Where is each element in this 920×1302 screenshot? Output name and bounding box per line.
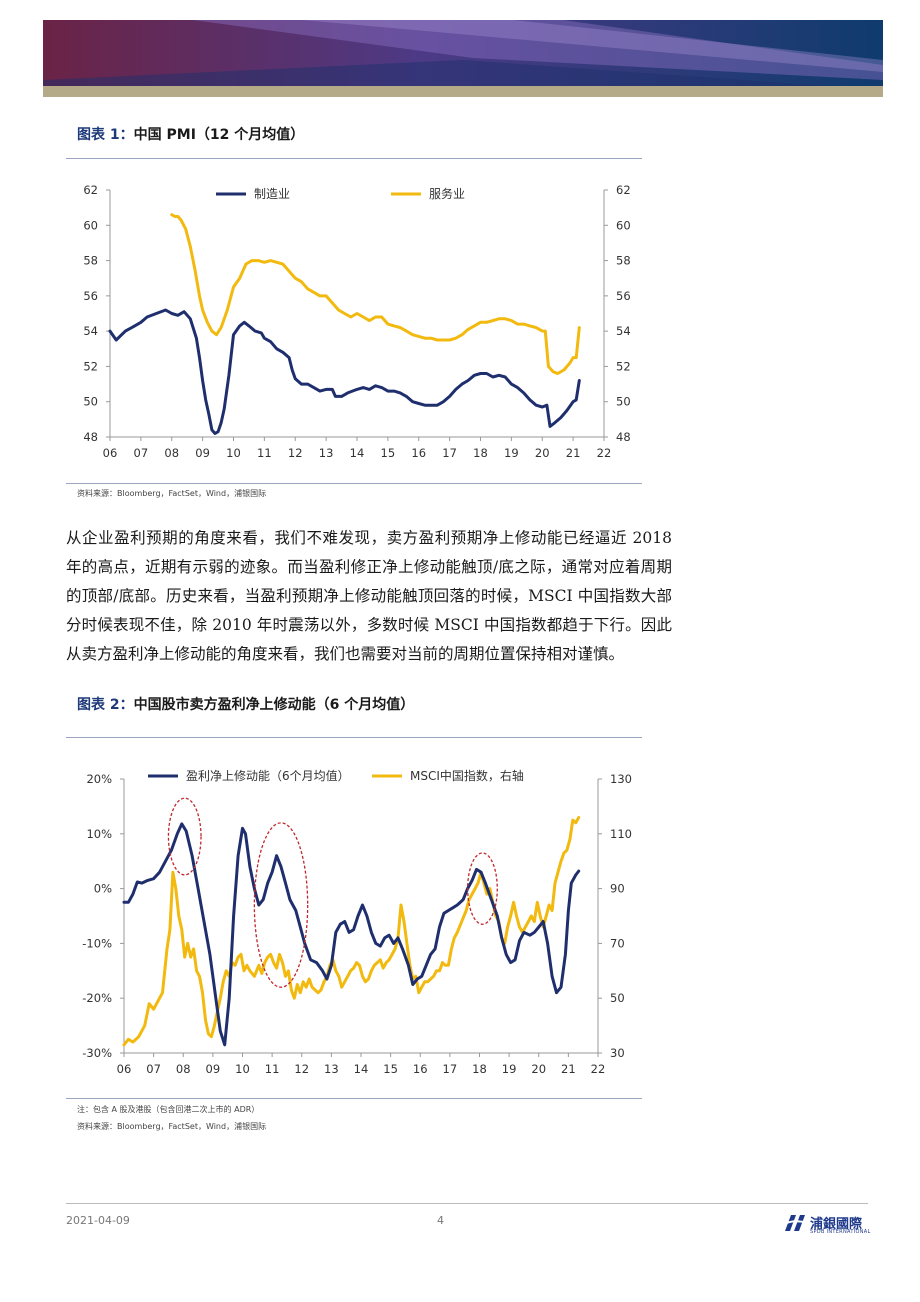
y2-tick-label: 50 (610, 991, 625, 1005)
x-tick-label: 14 (354, 1062, 369, 1076)
y-tick-label: -20% (82, 991, 112, 1005)
y2-tick-label: 58 (616, 254, 631, 268)
legend-label: MSCI中国指数，右轴 (410, 768, 524, 783)
series-line-1 (108, 308, 581, 435)
x-tick-label: 13 (324, 1062, 339, 1076)
legend-label: 盈利净上修动能（6个月均值） (186, 768, 350, 783)
pmi-chart: 06 07 08 09 10 11 12 13 14 15 16 17 18 19 20 21 22 48 50 52… (83, 183, 631, 460)
x-tick-label: 19 (502, 1062, 517, 1076)
figure2-bottom-rule (66, 1098, 642, 1099)
x-tick-label: 20 (535, 446, 550, 460)
x-tick-label: 16 (413, 1062, 428, 1076)
legend-label: 服务业 (429, 186, 465, 201)
y2-tick-label: 90 (610, 882, 625, 896)
y2-tick-label: 62 (616, 183, 631, 197)
x-tick-label: 10 (235, 1062, 250, 1076)
figure2-label: 图表 2： (77, 697, 134, 713)
y2-tick-label: 130 (610, 772, 632, 786)
x-tick-label: 20 (531, 1062, 546, 1076)
x-tick-label: 18 (472, 1062, 487, 1076)
x-tick-label: 08 (164, 446, 179, 460)
x-tick-label: 12 (294, 1062, 309, 1076)
figure2-title-text: 中国股市卖方盈利净上修动能（6 个月均值） (133, 697, 415, 713)
y-tick-label: 60 (83, 218, 98, 232)
y2-tick-label: 48 (616, 430, 631, 444)
y-tick-label: 56 (83, 289, 98, 303)
figure2-note: 注：包含 A 股及港股（包含回港二次上市的 ADR） (77, 1105, 260, 1114)
y2-tick-label: 50 (616, 395, 631, 409)
figure1-source: 资料来源：Bloomberg，FactSet，Wind，浦银国际 (77, 489, 267, 498)
figure1-title-text: 中国 PMI（12 个月均值） (133, 127, 305, 143)
revision-chart: 06 07 08 09 10 11 12 13 14 15 16 17 18 19 20 21 22 -30% -2… (82, 768, 632, 1076)
y-tick-label: 52 (83, 359, 98, 373)
series-line-2 (170, 213, 581, 375)
x-tick-label: 06 (103, 446, 118, 460)
x-tick-label: 18 (473, 446, 488, 460)
figure1-bottom-rule (66, 483, 642, 484)
x-tick-label: 17 (443, 1062, 458, 1076)
x-tick-label: 09 (206, 1062, 221, 1076)
logo-text: 浦銀國際 (810, 1217, 863, 1232)
figure2-top-rule (66, 737, 642, 738)
y2-tick-label: 70 (610, 936, 625, 950)
x-tick-label: 17 (442, 446, 457, 460)
legend-label: 制造业 (254, 187, 290, 201)
y-tick-label: 0% (94, 882, 112, 896)
highlight-ellipse (466, 852, 498, 925)
series-line-1 (122, 822, 581, 1047)
header-banner (43, 20, 883, 97)
y2-tick-label: 54 (616, 324, 631, 338)
y-tick-label: 54 (83, 324, 98, 338)
x-tick-label: 09 (195, 446, 210, 460)
y2-tick-label: 110 (610, 827, 632, 841)
y-tick-label: 48 (83, 430, 98, 444)
footer-date: 2021-04-09 (66, 1214, 130, 1227)
highlight-ellipse (167, 797, 202, 876)
x-tick-label: 14 (350, 446, 365, 460)
x-tick-label: 22 (597, 446, 612, 460)
y-tick-label: 20% (86, 772, 112, 786)
y2-tick-label: 30 (610, 1046, 625, 1060)
x-tick-label: 22 (591, 1062, 606, 1076)
spdb-logo-icon (783, 1215, 808, 1231)
x-tick-label: 11 (257, 446, 272, 460)
x-tick-label: 07 (134, 446, 149, 460)
figure2-title: 图表 2：中国股市卖方盈利净上修动能（6 个月均值） (77, 694, 414, 714)
body-paragraph: 从企业盈利预期的角度来看，我们不难发现，卖方盈利预期净上修动能已经逼近 2018… (66, 529, 672, 663)
x-tick-label: 12 (288, 446, 303, 460)
x-tick-label: 15 (383, 1062, 398, 1076)
figure1-label: 图表 1： (77, 127, 134, 143)
x-tick-label: 19 (504, 446, 519, 460)
figure2-source: 资料来源：Bloomberg，FactSet，Wind，浦银国际 (77, 1122, 267, 1131)
y-tick-label: 62 (83, 183, 98, 197)
y-tick-label: 50 (83, 395, 98, 409)
x-tick-label: 21 (561, 1062, 576, 1076)
page-number: 4 (437, 1214, 444, 1227)
series-line-2 (122, 815, 581, 1047)
banner-graphic (43, 20, 883, 97)
y2-tick-label: 56 (616, 289, 631, 303)
x-tick-label: 06 (117, 1062, 132, 1076)
spdb-logo: 浦銀國際 SPDB INTERNATIONAL (782, 1211, 892, 1237)
y2-tick-label: 60 (616, 218, 631, 232)
x-tick-label: 07 (146, 1062, 161, 1076)
x-tick-label: 11 (265, 1062, 280, 1076)
logo-subtext: SPDB INTERNATIONAL (810, 1229, 871, 1235)
x-tick-label: 10 (226, 446, 241, 460)
y-tick-label: 10% (86, 827, 112, 841)
x-tick-label: 08 (176, 1062, 191, 1076)
footer-rule (66, 1203, 868, 1204)
y-tick-label: -10% (82, 936, 112, 950)
y2-tick-label: 52 (616, 359, 631, 373)
y-tick-label: 58 (83, 254, 98, 268)
figure1-title: 图表 1：中国 PMI（12 个月均值） (77, 124, 304, 144)
x-tick-label: 13 (319, 446, 334, 460)
x-tick-label: 16 (411, 446, 426, 460)
figure1-top-rule (66, 158, 642, 159)
y-tick-label: -30% (82, 1046, 112, 1060)
x-tick-label: 21 (566, 446, 581, 460)
x-tick-label: 15 (381, 446, 396, 460)
